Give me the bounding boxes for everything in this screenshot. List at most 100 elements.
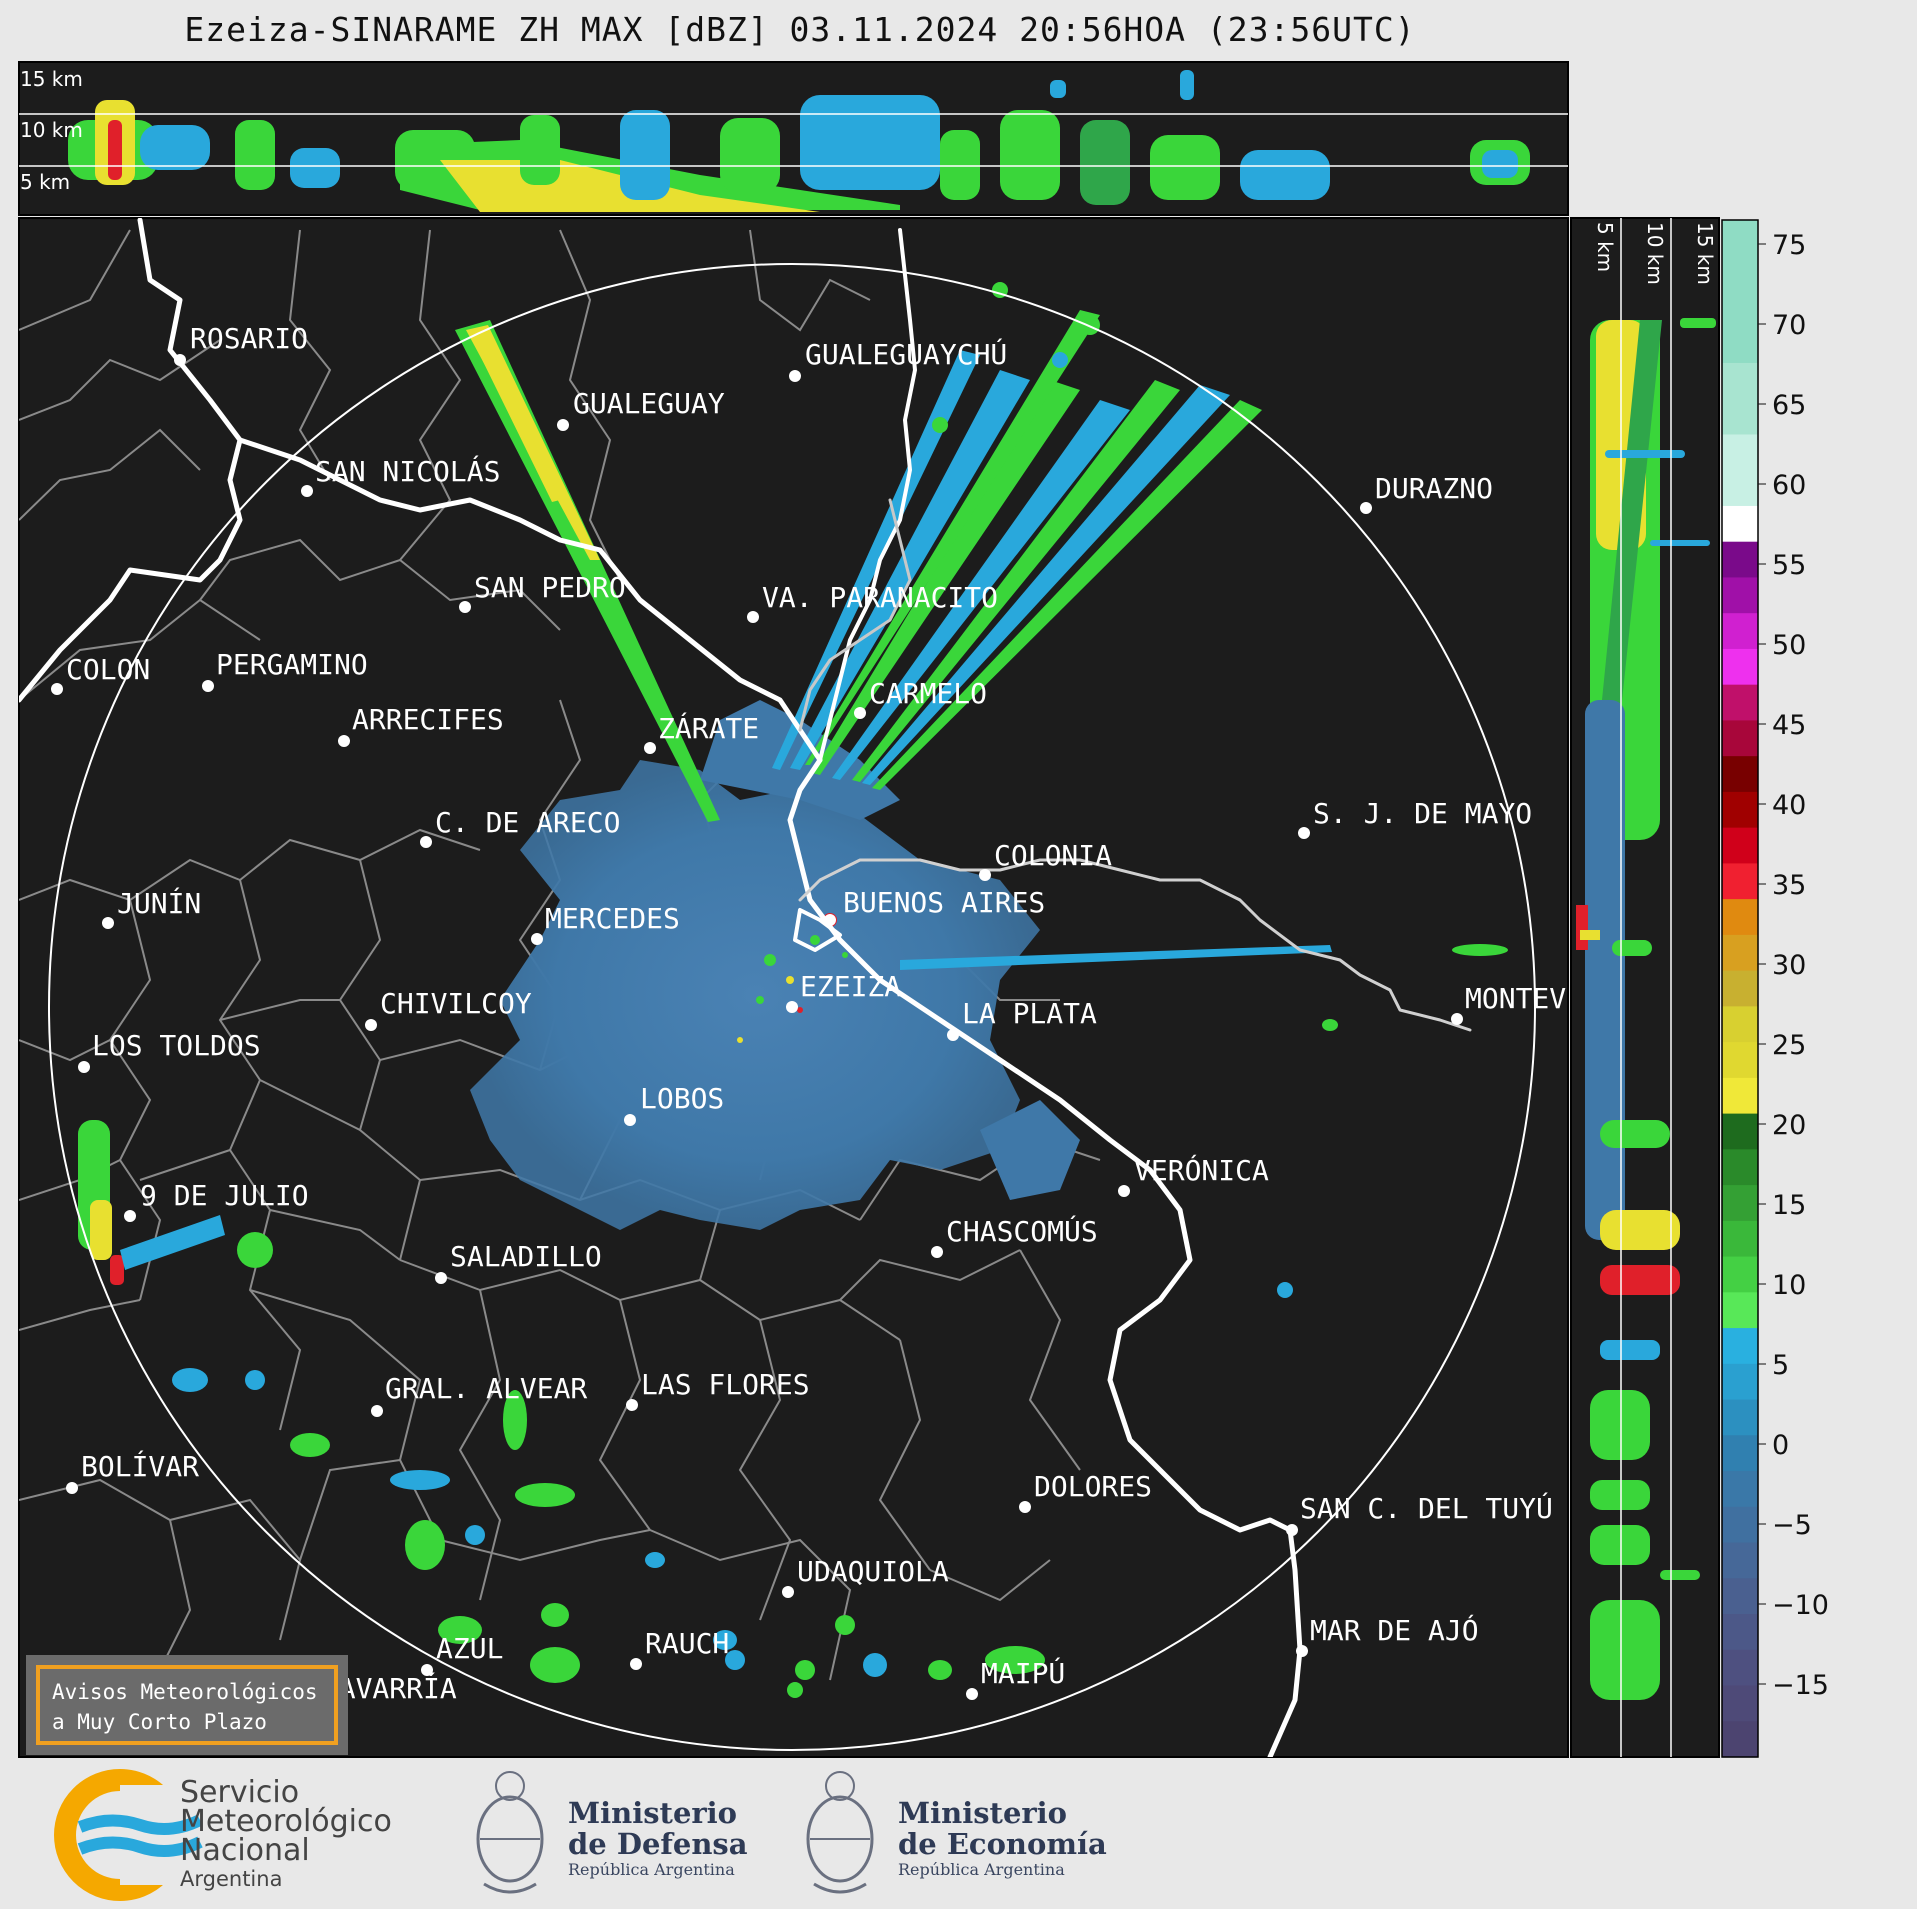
colorbar-tick-label-65: 65	[1772, 390, 1806, 421]
colorbar-band-14	[1722, 899, 1758, 936]
colorbar-bands	[1722, 220, 1758, 1758]
colorbar-tick-label-70: 70	[1772, 310, 1806, 341]
alert-line-1: Avisos Meteorológicos	[52, 1680, 318, 1704]
colorbar-tick-75: 75	[1758, 230, 1806, 261]
economia-sub: República Argentina	[898, 1860, 1065, 1879]
colorbar-band-26	[1722, 1328, 1758, 1365]
top-height-label-15: 15 km	[20, 67, 83, 91]
city-dot-azul	[421, 1664, 433, 1676]
city-dot-rauch	[630, 1658, 642, 1670]
colorbar-tick-label-55: 55	[1772, 550, 1806, 581]
colorbar-tick-minus10: −10	[1758, 1590, 1829, 1621]
city-label-bolivar: BOLÍVAR	[81, 1449, 199, 1483]
colorbar-tick-30: 30	[1758, 950, 1806, 981]
smn-line-4: Argentina	[180, 1867, 283, 1891]
colorbar-tick-label-0: 0	[1772, 1430, 1789, 1461]
city-dot-9-de-julio	[124, 1210, 136, 1222]
city-dot-rosario	[174, 354, 186, 366]
top-height-label-5: 5 km	[20, 170, 70, 194]
side-panel-echoes	[1576, 318, 1716, 1700]
city-dot-carmelo	[854, 707, 866, 719]
colorbar-band-32	[1722, 1542, 1758, 1579]
colorbar-tick-25: 25	[1758, 1030, 1806, 1061]
colorbar-tick-45: 45	[1758, 710, 1806, 741]
city-dot-dolores	[1019, 1501, 1031, 1513]
defensa-line-2: de Defensa	[568, 1827, 748, 1861]
colorbar-tick-label-30: 30	[1772, 950, 1806, 981]
alert-box-frame[interactable]: Avisos Meteorológicos a Muy Corto Plazo	[36, 1665, 338, 1745]
colorbar-band-21	[1722, 1149, 1758, 1186]
city-label-udaquiola: UDAQUIOLA	[797, 1555, 949, 1588]
colorbar-band-35	[1722, 1649, 1758, 1687]
colorbar-tick-label-40: 40	[1772, 790, 1806, 821]
colorbar-band-31	[1722, 1506, 1758, 1544]
colorbar-tick-10: 10	[1758, 1270, 1806, 1301]
scattered-cells	[78, 282, 1508, 1698]
smn-logo-text: Servicio Meteorológico Nacional Argentin…	[180, 1778, 392, 1894]
city-dot-sj-de-mayo	[1298, 827, 1310, 839]
side-height-panel: 5 km 10 km 15 km	[1570, 217, 1720, 1758]
colorbar-band-12	[1722, 827, 1758, 864]
colorbar-tick-35: 35	[1758, 870, 1806, 901]
city-label-chivilcoy: CHIVILCOY	[380, 987, 532, 1020]
defensa-line-1: Ministerio	[568, 1796, 738, 1830]
colorbar-band-15	[1722, 934, 1758, 972]
alert-box[interactable]: Avisos Meteorológicos a Muy Corto Plazo	[26, 1655, 348, 1755]
colorbar-tick-20: 20	[1758, 1110, 1806, 1141]
city-dot-gral-alvear	[371, 1405, 383, 1417]
colorbar-tick-label-minus5: −5	[1772, 1510, 1812, 1541]
city-label-pergamino: PERGAMINO	[216, 648, 368, 681]
city-label-gualeguay: GUALEGUAY	[573, 387, 725, 420]
colorbar-tick-40: 40	[1758, 790, 1806, 821]
colorbar-band-23	[1722, 1220, 1758, 1258]
radar-spikes	[455, 310, 1332, 970]
city-dot-maipu	[966, 1688, 978, 1700]
city-dot-chivilcoy	[365, 1019, 377, 1031]
city-label-san-nicolas: SAN NICOLÁS	[315, 454, 500, 488]
defensa-text: Ministerio de Defensa República Argentin…	[568, 1796, 748, 1880]
city-dot-durazno	[1360, 502, 1372, 514]
city-label-junin: JUNÍN	[117, 886, 201, 920]
city-dot-montevideo	[1451, 1013, 1463, 1025]
city-label-azul: AZUL	[436, 1632, 503, 1665]
city-label-los-toldos: LOS TOLDOS	[92, 1029, 261, 1062]
city-dot-san-clemente	[1286, 1524, 1298, 1536]
colorbar-tick-minus5: −5	[1758, 1510, 1812, 1541]
city-dot-mar-de-ajo	[1296, 1645, 1308, 1657]
colorbar-tick-55: 55	[1758, 550, 1806, 581]
colorbar-band-9	[1722, 720, 1758, 757]
colorbar-band-11	[1722, 791, 1758, 829]
colorbar-tick-50: 50	[1758, 630, 1806, 661]
city-label-chascomus: CHASCOMÚS	[946, 1214, 1098, 1248]
colorbar-band-27	[1722, 1363, 1758, 1401]
city-dot-bolivar	[66, 1482, 78, 1494]
city-label-ezeiza: EZEIZA	[800, 970, 901, 1003]
city-dot-san-nicolas	[301, 485, 313, 497]
colorbar-ticks: 75 70 65 60 55 50 45 40 35 30 25 20 15 1…	[1758, 230, 1829, 1701]
economia-line-1: Ministerio	[898, 1796, 1068, 1830]
city-dot-junin	[102, 917, 114, 929]
colorbar-band-2	[1722, 434, 1758, 507]
colorbar-tick-label-5: 5	[1772, 1350, 1789, 1381]
colorbar: 75 70 65 60 55 50 45 40 35 30 25 20 15 1…	[1721, 219, 1829, 1758]
city-label-dolores: DOLORES	[1034, 1470, 1152, 1503]
economia-text: Ministerio de Economía República Argenti…	[898, 1796, 1107, 1880]
colorbar-tick-label-50: 50	[1772, 630, 1806, 661]
city-label-saladillo: SALADILLO	[450, 1240, 602, 1273]
top-height-label-10: 10 km	[20, 118, 83, 142]
city-dot-lobos	[624, 1114, 636, 1126]
city-label-gualeguaychu: GUALEGUAYCHÚ	[805, 337, 1007, 371]
colorbar-band-37	[1722, 1721, 1758, 1758]
city-dot-ezeiza	[786, 1001, 798, 1013]
colorbar-band-18	[1722, 1042, 1758, 1079]
colorbar-tick-60: 60	[1758, 470, 1806, 501]
colorbar-band-5	[1722, 577, 1758, 614]
range-ring	[48, 263, 1536, 1751]
city-label-las-flores: LAS FLORES	[641, 1368, 810, 1401]
colorbar-tick-5: 5	[1758, 1350, 1789, 1381]
city-label-zarate: ZÁRATE	[658, 711, 759, 745]
city-dot-veronica	[1118, 1185, 1130, 1197]
side-height-label-5: 5 km	[1593, 222, 1617, 272]
colorbar-band-3	[1722, 505, 1758, 543]
city-dot-los-toldos	[78, 1061, 90, 1073]
